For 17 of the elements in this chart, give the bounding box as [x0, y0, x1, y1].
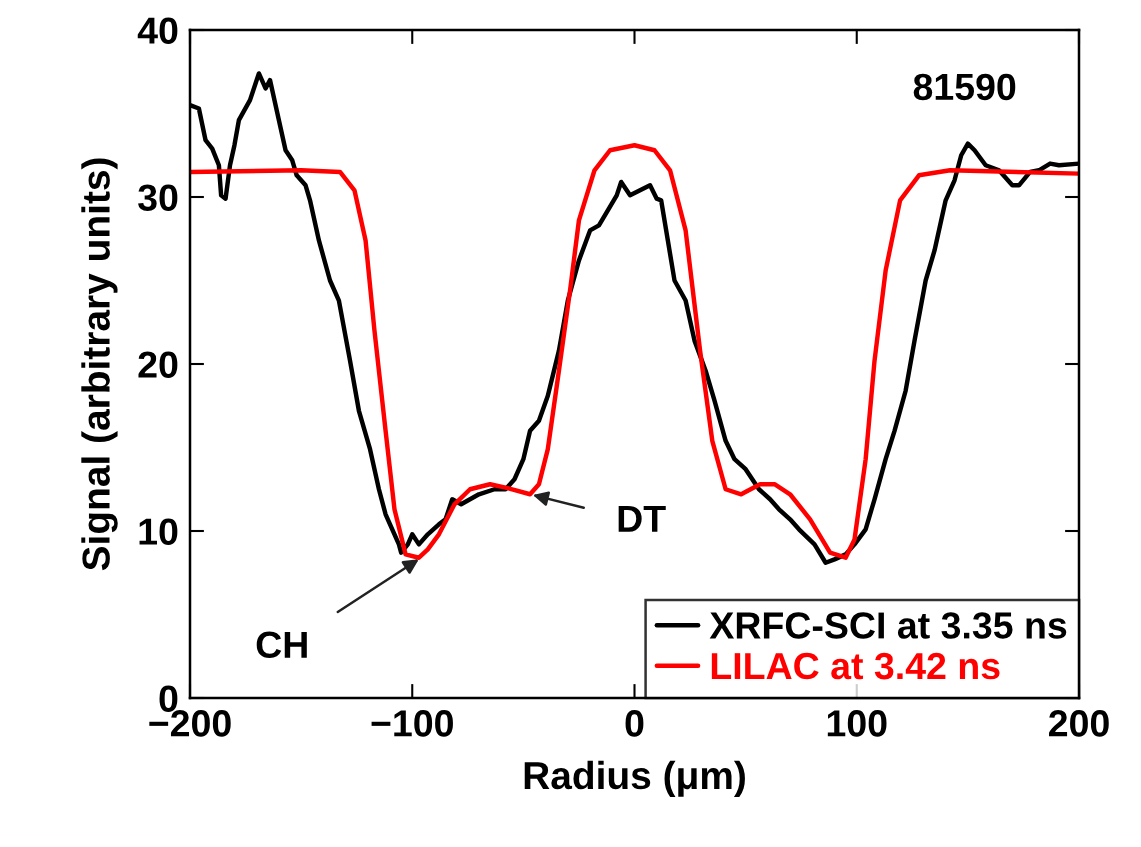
x-tick-label: 200 — [1049, 710, 1109, 737]
x-tick-label: −200 — [149, 710, 231, 737]
annotation: CH — [256, 631, 307, 659]
x-axis-title: Radius (μm) — [524, 760, 745, 797]
annotation: DT — [618, 505, 666, 532]
legend-label: XRFC-SCI at 3.35 ns — [709, 612, 1067, 639]
x-tick-label: 100 — [827, 710, 887, 737]
y-tick-label: 40 — [137, 17, 178, 44]
x-tick-label: −100 — [371, 710, 453, 737]
legend-label: LILAC at 3.42 ns — [711, 652, 1000, 680]
y-tick-label: 30 — [138, 184, 178, 212]
y-tick-label: 0 — [159, 685, 178, 712]
x-tick-label: 0 — [625, 710, 644, 737]
y-tick-label: 20 — [138, 351, 178, 378]
annotation: 81590 — [913, 73, 1016, 101]
y-tick-label: 10 — [139, 518, 178, 545]
y-axis-title: Signal (arbitrary units) — [81, 158, 118, 571]
